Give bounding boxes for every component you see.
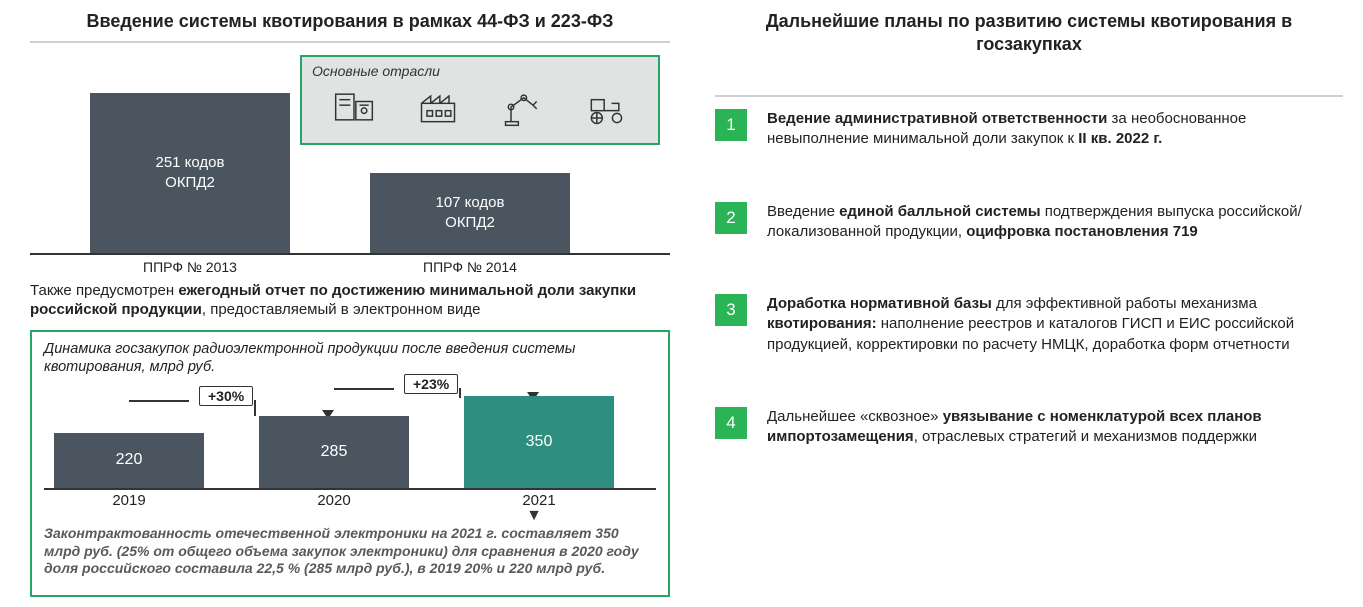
bar-label: 251 кодов xyxy=(90,153,290,173)
divider xyxy=(30,41,670,43)
plan-text: Дальнейшее «сквозное» увязывание с номен… xyxy=(767,407,1343,448)
plan-number: 4 xyxy=(715,407,747,439)
plan-number: 2 xyxy=(715,202,747,234)
plan-number: 3 xyxy=(715,294,747,326)
chart-bar: 285 xyxy=(259,416,409,488)
bar-value: 350 xyxy=(526,433,553,451)
tractor-icon xyxy=(584,85,628,132)
left-title: Введение системы квотирования в рамках 4… xyxy=(30,10,670,33)
right-title: Дальнейшие планы по развитию системы кво… xyxy=(715,10,1343,55)
plan-item: 3 Доработка нормативной базы для эффекти… xyxy=(715,294,1343,355)
bar-value: 220 xyxy=(116,451,143,469)
year-label: 2020 xyxy=(259,492,409,509)
plan-number: 1 xyxy=(715,109,747,141)
plan-item: 1 Ведение административной ответственнос… xyxy=(715,109,1343,150)
factory-icon xyxy=(416,85,460,132)
chart-bar: 350 xyxy=(464,396,614,488)
robot-arm-icon xyxy=(500,85,544,132)
axis-labels: ППРФ № 2013 ППРФ № 2014 xyxy=(30,259,670,275)
dynamics-box: Динамика госзакупок радиоэлектронной про… xyxy=(30,330,670,598)
industries-box: Основные отрасли xyxy=(300,55,660,145)
industries-title: Основные отрасли xyxy=(312,63,648,79)
dynamics-chart: +30% +23% 220 285 350 xyxy=(44,380,656,490)
divider xyxy=(715,95,1343,97)
axis-label: ППРФ № 2014 xyxy=(370,259,570,275)
industries-icons xyxy=(312,83,648,135)
footnote: Законтрактованность отечественной электр… xyxy=(44,525,656,578)
bar-label: 107 кодов xyxy=(370,193,570,213)
plan-text: Доработка нормативной базы для эффективн… xyxy=(767,294,1343,355)
axis-label: ППРФ № 2013 xyxy=(90,259,290,275)
right-column: Дальнейшие планы по развитию системы кво… xyxy=(670,10,1343,597)
dynamics-labels: 2019 2020 2021 xyxy=(44,492,656,509)
paragraph: Также предусмотрен ежегодный отчет по до… xyxy=(30,281,670,320)
left-column: Введение системы квотирования в рамках 4… xyxy=(30,10,670,597)
slide: Введение системы квотирования в рамках 4… xyxy=(0,0,1363,607)
chart-bar: 251 кодов ОКПД2 xyxy=(90,93,290,253)
plan-item: 4 Дальнейшее «сквозное» увязывание с ном… xyxy=(715,407,1343,448)
okpd-bar-chart: Основные отрасли 251 кодов ОКПД2 107 код… xyxy=(30,55,670,255)
connector-line xyxy=(334,388,394,390)
connector-line xyxy=(129,400,189,402)
connector-line xyxy=(254,400,324,416)
chart-bar: 107 кодов ОКПД2 xyxy=(370,173,570,253)
growth-badge: +30% xyxy=(199,386,253,406)
bar-value: 285 xyxy=(321,443,348,461)
dynamics-title: Динамика госзакупок радиоэлектронной про… xyxy=(44,340,656,376)
year-label: 2019 xyxy=(54,492,204,509)
plan-item: 2 Введение единой балльной системы подтв… xyxy=(715,202,1343,243)
growth-badge: +23% xyxy=(404,374,458,394)
plan-text: Введение единой балльной системы подтвер… xyxy=(767,202,1343,243)
bar-label: ОКПД2 xyxy=(370,213,570,233)
chart-bar: 220 xyxy=(54,433,204,488)
machine-tool-icon xyxy=(332,85,376,132)
plan-text: Ведение административной ответственности… xyxy=(767,109,1343,150)
bar-label: ОКПД2 xyxy=(90,173,290,193)
down-arrow-icon: ▼ xyxy=(519,509,549,523)
